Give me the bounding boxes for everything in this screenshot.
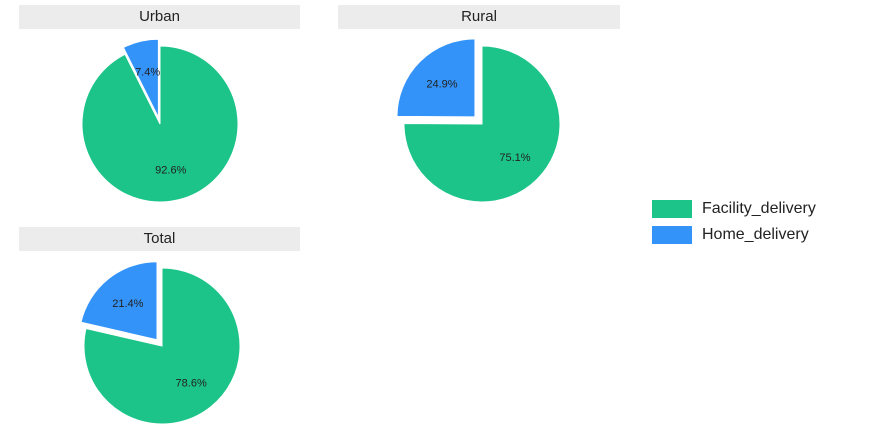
pie-urban: 92.6% 7.4% (81, 38, 239, 203)
slice-home-urban (122, 38, 159, 118)
rural-chart-title: Rural (338, 5, 620, 29)
pie-total: 78.6% 21.4% (80, 261, 241, 425)
pct-label-home-rural: 24.9% (426, 79, 457, 91)
slice-facility-rural (403, 45, 561, 203)
slice-facility-urban (81, 45, 239, 203)
slice-home-total (80, 261, 158, 341)
pct-label-home-total: 21.4% (112, 298, 143, 310)
pct-label-facility-urban: 92.6% (155, 165, 186, 177)
pct-label-facility-rural: 75.1% (499, 152, 530, 164)
pie-rural: 75.1% 24.9% (396, 38, 561, 203)
slice-facility-total (83, 267, 241, 425)
pct-label-facility-total: 78.6% (176, 378, 207, 390)
total-chart-title: Total (19, 227, 300, 251)
urban-chart-title: Urban (19, 5, 300, 29)
legend-item-home: Home_delivery (652, 222, 816, 248)
legend-swatch-facility (652, 200, 692, 218)
legend-label-home: Home_delivery (702, 226, 809, 243)
legend-item-facility: Facility_delivery (652, 196, 816, 222)
legend: Facility_delivery Home_delivery (652, 196, 816, 248)
slice-home-rural (396, 38, 476, 118)
legend-label-facility: Facility_delivery (702, 200, 816, 217)
pct-label-home-urban: 7.4% (135, 67, 160, 79)
legend-swatch-home (652, 226, 692, 244)
